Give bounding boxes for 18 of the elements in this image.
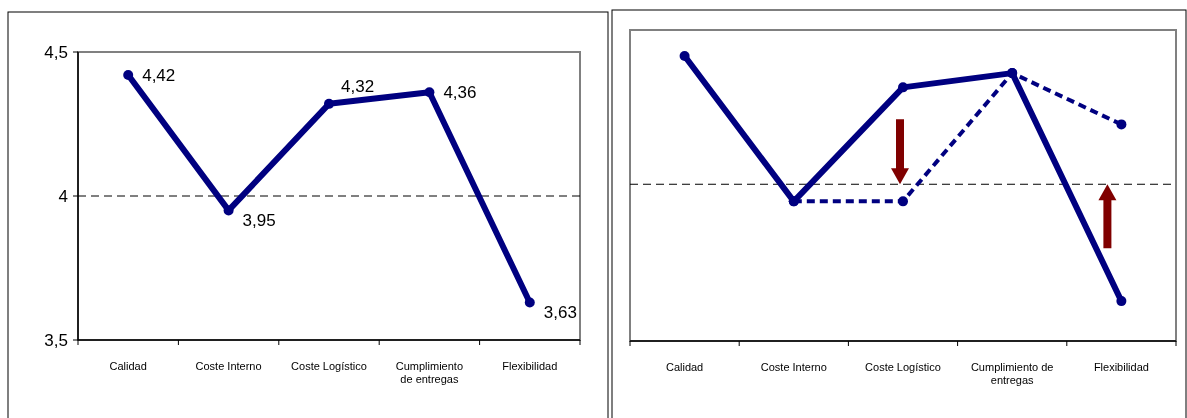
data-label: 4,32: [341, 76, 375, 96]
x-tick-label: Coste Interno: [195, 360, 262, 372]
x-tick-label: Flexibilidad: [1093, 361, 1149, 373]
x-tick-label: Coste Logístico: [291, 360, 367, 372]
x-tick-label: Calidad: [109, 360, 147, 372]
x-tick-label: Coste Logístico: [865, 361, 941, 373]
x-tick-label: Flexibilidad: [502, 360, 558, 372]
y-tick-label: 4: [58, 186, 68, 206]
y-tick-label: 3,5: [44, 330, 68, 350]
x-tick-label: Calidad: [665, 361, 704, 373]
data-label: 3,95: [242, 210, 276, 230]
y-tick-label: 4,5: [44, 42, 68, 62]
x-tick-label: Coste Interno: [760, 361, 827, 373]
data-label: 4,36: [443, 83, 477, 103]
x-tick-label: Cumplimiento de entregas: [395, 360, 464, 385]
data-label: 4,42: [142, 65, 176, 85]
x-tick-label: Cumplimiento de entregas: [970, 361, 1054, 386]
data-label: 3,63: [543, 302, 577, 322]
